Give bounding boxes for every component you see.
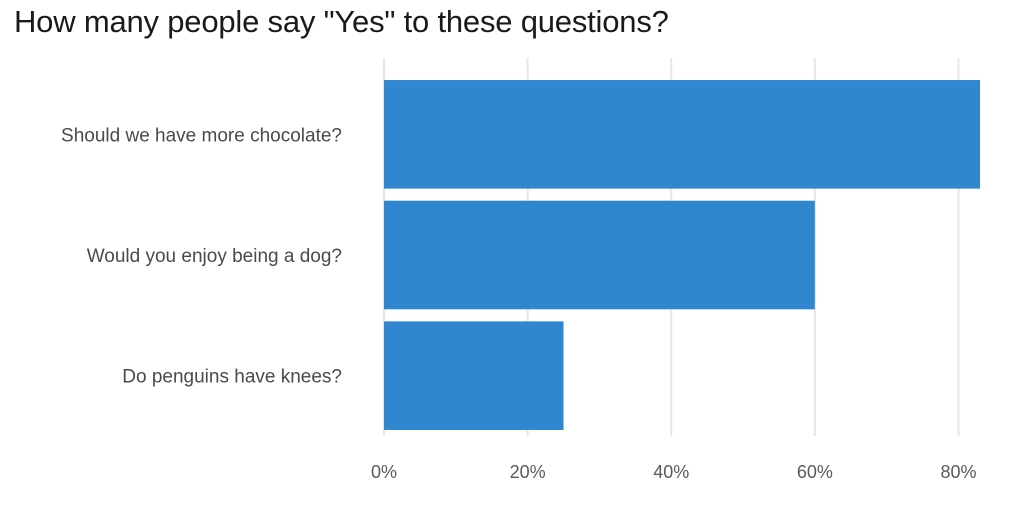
tick-label-layer: 0% 20% 40% 60% 80% [371,462,976,482]
chart-title: How many people say "Yes" to these quest… [14,4,669,39]
category-label-layer: Should we have more chocolate? Would you … [61,125,342,387]
category-label: Would you enjoy being a dog? [87,246,342,267]
bar-layer [384,80,980,430]
bar [384,80,980,189]
category-label: Should we have more chocolate? [61,125,342,146]
bar [384,200,815,310]
x-tick-label: 20% [510,462,546,482]
x-tick-label: 0% [371,462,397,482]
category-label: Do penguins have knees? [122,367,342,388]
x-tick-label: 80% [940,462,976,482]
x-tick-label: 40% [653,462,689,482]
x-tick-label: 60% [797,462,833,482]
bar [384,321,564,430]
